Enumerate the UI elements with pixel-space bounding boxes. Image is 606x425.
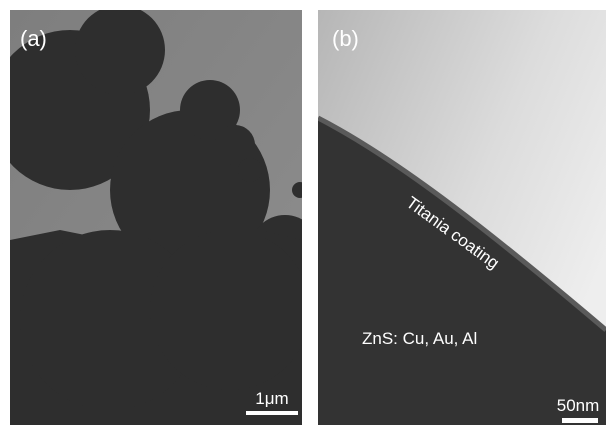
- panel-label: (b): [332, 26, 359, 51]
- scale-bar-label: 50nm: [557, 396, 600, 415]
- panel-a: (a) 1μm: [0, 5, 320, 425]
- annotation: ZnS: Cu, Au, Al: [362, 329, 477, 348]
- scale-bar: [562, 418, 598, 423]
- panel-b: Titania coating ZnS: Cu, Au, Al (b) 50nm: [318, 10, 606, 425]
- scale-bar-label: 1μm: [255, 389, 288, 408]
- micrograph-figure: (a) 1μm Titania coating ZnS: Cu, Au, Al …: [0, 0, 606, 425]
- panel-label: (a): [20, 26, 47, 51]
- scale-bar: [246, 411, 298, 415]
